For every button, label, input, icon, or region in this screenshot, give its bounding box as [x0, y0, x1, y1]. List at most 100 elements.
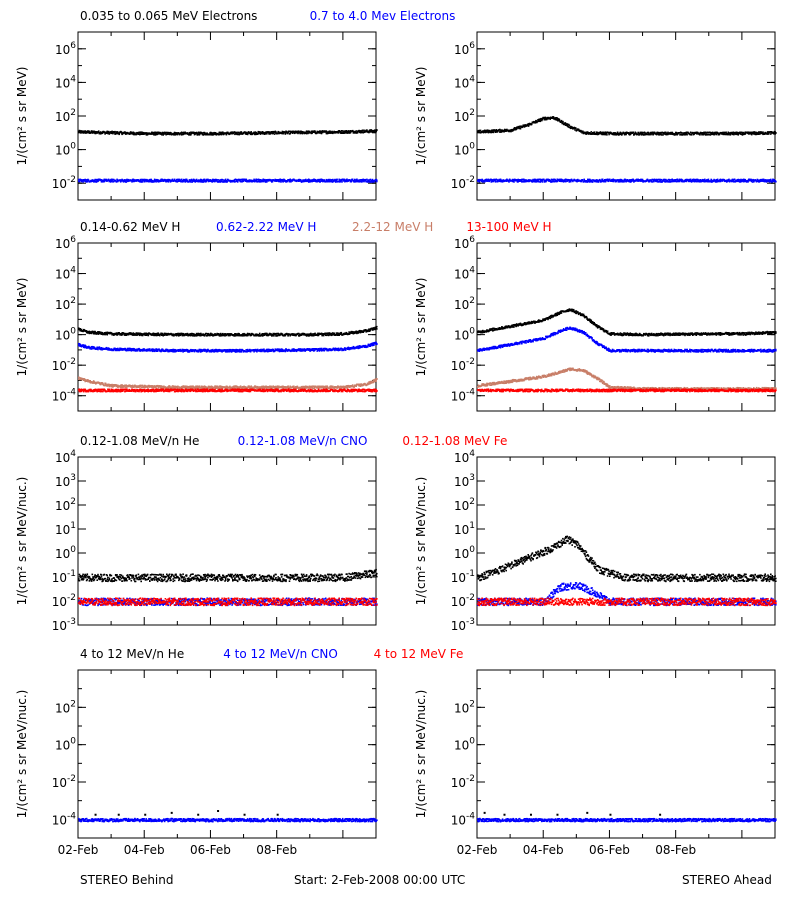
data-point — [372, 181, 375, 183]
series-0.7 to 4.0 Mev Electrons — [477, 178, 777, 183]
data-point — [236, 181, 239, 183]
data-point — [234, 133, 236, 136]
data-point — [287, 131, 289, 134]
data-point — [181, 334, 184, 337]
data-point — [376, 179, 378, 181]
data-point — [346, 178, 348, 181]
data-point — [150, 178, 152, 181]
data-point — [273, 133, 276, 135]
series-0.62-2.22 MeV H — [78, 341, 378, 353]
data-point — [582, 130, 584, 133]
data-point — [153, 180, 155, 183]
data-point — [249, 348, 251, 351]
data-point — [606, 134, 608, 136]
data-point — [648, 133, 651, 136]
data-point — [653, 132, 655, 135]
data-point — [593, 132, 595, 134]
data-point — [202, 134, 205, 136]
data-point — [540, 119, 542, 121]
data-point — [100, 131, 102, 133]
data-point — [592, 133, 595, 135]
data-point — [235, 132, 238, 135]
data-point — [79, 328, 81, 330]
data-point — [274, 180, 277, 182]
data-point — [662, 134, 664, 136]
data-point — [91, 345, 94, 348]
data-point — [120, 131, 123, 133]
data-point — [286, 180, 289, 183]
data-point — [197, 332, 200, 335]
data-point — [280, 181, 282, 183]
data-point — [139, 334, 141, 337]
data-point — [639, 131, 642, 134]
data-point — [225, 133, 228, 136]
data-point — [173, 131, 176, 134]
y-tick-label: 10-2 — [451, 175, 475, 191]
data-point — [249, 132, 252, 134]
data-point — [305, 131, 307, 134]
data-point — [105, 178, 108, 181]
data-point — [205, 133, 207, 136]
data-point — [624, 178, 627, 181]
data-point — [522, 125, 524, 128]
data-point — [680, 132, 683, 134]
data-point — [297, 132, 299, 135]
data-point — [103, 180, 106, 183]
data-point — [131, 132, 134, 135]
data-point — [330, 180, 333, 182]
data-point — [186, 179, 189, 182]
y-tick-label: 10-2 — [52, 357, 76, 373]
data-point — [728, 178, 730, 181]
data-point — [355, 130, 357, 132]
data-point — [194, 181, 196, 183]
data-point — [253, 179, 255, 182]
data-point — [543, 117, 546, 120]
data-point — [708, 133, 710, 136]
data-point — [293, 131, 295, 133]
data-point — [198, 134, 201, 136]
data-point — [634, 131, 637, 134]
data-point — [723, 131, 726, 134]
data-point — [628, 132, 631, 135]
data-point — [505, 180, 507, 182]
data-point — [200, 332, 202, 335]
data-point — [214, 180, 216, 183]
data-point — [270, 333, 272, 335]
data-point — [78, 178, 80, 181]
data-point — [716, 181, 718, 183]
data-point — [614, 133, 617, 135]
data-point — [106, 130, 108, 133]
data-point — [346, 132, 349, 134]
data-point — [294, 130, 296, 133]
data-point — [308, 130, 311, 133]
data-point — [551, 180, 554, 183]
data-point — [223, 181, 226, 183]
data-point — [524, 124, 527, 126]
data-point — [124, 347, 127, 350]
data-point — [699, 181, 701, 183]
data-point — [209, 180, 211, 182]
data-point — [376, 328, 378, 330]
data-point — [211, 181, 213, 183]
data-point — [562, 121, 564, 124]
data-point — [508, 181, 510, 183]
data-point — [775, 180, 777, 183]
data-point — [181, 132, 184, 134]
data-point — [373, 129, 376, 131]
data-point — [689, 133, 691, 135]
data-point — [152, 131, 155, 134]
data-point — [289, 178, 291, 181]
data-point — [260, 180, 262, 183]
data-point — [668, 178, 671, 181]
data-point — [538, 180, 540, 183]
data-point — [273, 335, 275, 337]
data-point — [259, 131, 262, 133]
data-point — [636, 133, 639, 135]
data-point — [92, 179, 94, 182]
data-point — [355, 180, 357, 183]
data-point — [599, 132, 601, 135]
y-tick-label: 104 — [55, 74, 76, 90]
data-point — [370, 181, 372, 183]
data-point — [707, 131, 710, 134]
data-point — [217, 333, 220, 335]
